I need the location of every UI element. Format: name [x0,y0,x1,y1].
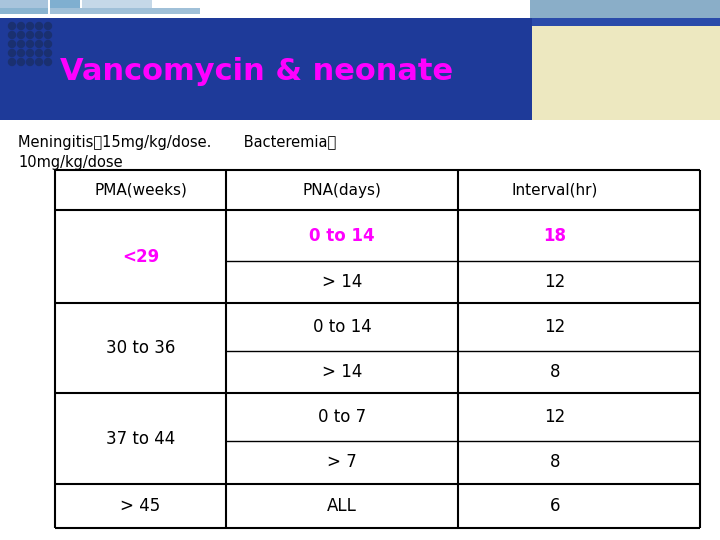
Text: 6: 6 [549,497,560,515]
Bar [0,18,532,120]
Circle shape [17,58,24,65]
Circle shape [17,50,24,57]
Bar [0,18,720,120]
Circle shape [9,40,16,48]
Circle shape [35,31,42,38]
Circle shape [35,40,42,48]
Text: Meningitis：15mg/kg/dose.       Bacteremia：: Meningitis：15mg/kg/dose. Bacteremia： [18,135,336,150]
Bar [0,0,48,8]
Bar [0,8,48,14]
Text: 0 to 14: 0 to 14 [309,227,375,245]
Circle shape [27,31,34,38]
Circle shape [35,23,42,30]
Circle shape [27,40,34,48]
Bar [530,26,720,120]
Text: > 7: > 7 [327,454,357,471]
Text: PMA(weeks): PMA(weeks) [94,183,187,198]
Text: PNA(days): PNA(days) [302,183,382,198]
Circle shape [45,23,52,30]
Circle shape [27,50,34,57]
Circle shape [45,40,52,48]
Text: ALL: ALL [327,497,357,515]
Text: 0 to 7: 0 to 7 [318,408,366,426]
Circle shape [9,23,16,30]
Circle shape [27,58,34,65]
Text: 30 to 36: 30 to 36 [106,340,175,357]
Text: > 14: > 14 [322,273,362,291]
Text: 8: 8 [549,363,560,381]
Text: > 45: > 45 [120,497,161,515]
Circle shape [17,40,24,48]
Circle shape [35,50,42,57]
Bar [82,0,152,8]
Circle shape [9,31,16,38]
Circle shape [45,50,52,57]
Text: Vancomycin & neonate: Vancomycin & neonate [60,57,453,85]
Circle shape [17,31,24,38]
Circle shape [45,58,52,65]
Circle shape [9,50,16,57]
Text: 18: 18 [544,227,567,245]
Text: Interval(hr): Interval(hr) [512,183,598,198]
Bar [50,8,200,14]
Text: > 14: > 14 [322,363,362,381]
Circle shape [17,23,24,30]
Bar [530,0,720,18]
Circle shape [35,58,42,65]
Bar [50,0,80,8]
Text: 12: 12 [544,408,565,426]
Text: 37 to 44: 37 to 44 [106,429,175,448]
Text: <29: <29 [122,248,159,266]
Circle shape [9,58,16,65]
Circle shape [45,31,52,38]
Text: 0 to 14: 0 to 14 [312,318,372,336]
Circle shape [27,23,34,30]
Text: 8: 8 [549,454,560,471]
Text: 12: 12 [544,273,565,291]
Text: 10mg/kg/dose: 10mg/kg/dose [18,155,122,170]
Text: 12: 12 [544,318,565,336]
